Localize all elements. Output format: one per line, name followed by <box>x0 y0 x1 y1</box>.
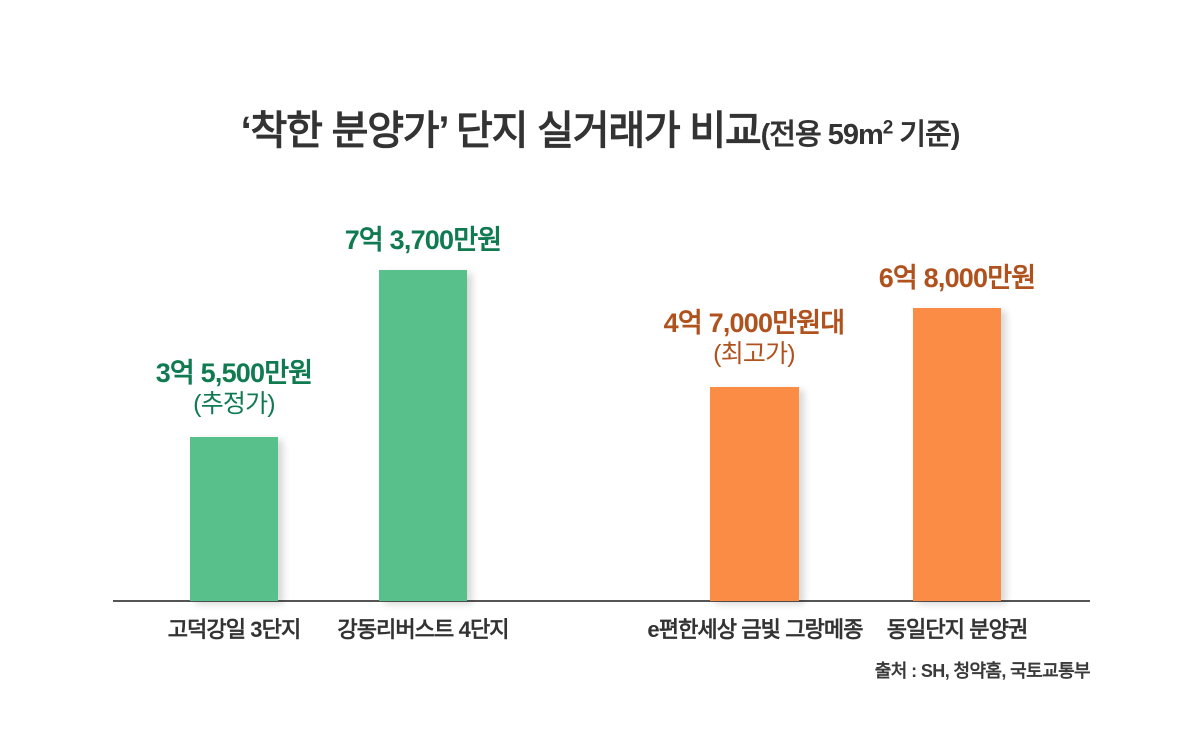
category-label-3: 동일단지 분양권 <box>886 617 1028 642</box>
category-label-0: 고덕강일 3단지 <box>167 617 301 642</box>
bar-value-amount-0: 3억 5,500만원 <box>155 358 313 388</box>
source-attribution: 출처 : SH, 청약홈, 국토교통부 <box>874 661 1091 681</box>
bar-1 <box>379 270 467 601</box>
bar-value-label-0: 3억 5,500만원 (추정가) <box>100 358 368 419</box>
title-sub-prefix: (전용 59m <box>760 119 884 151</box>
bar-value-label-3: 6억 8,000만원 <box>823 263 1091 295</box>
bar-value-label-2: 4억 7,000만원대 (최고가) <box>620 308 888 369</box>
bar-3 <box>913 308 1001 601</box>
page-title: ‘착한 분양가’ 단지 실거래가 비교(전용 59m2 기준) <box>0 98 1200 156</box>
bar-value-amount-3: 6억 8,000만원 <box>878 263 1036 293</box>
category-label-1: 강동리버스트 4단지 <box>337 617 509 642</box>
title-subtext: (전용 59m2 기준) <box>760 117 961 151</box>
bar-value-label-1: 7억 3,700만원 <box>289 225 557 257</box>
bar-value-amount-2: 4억 7,000만원대 <box>663 308 845 338</box>
bar-value-amount-1: 7억 3,700만원 <box>344 225 502 255</box>
title-sub-suffix: 기준) <box>892 119 960 151</box>
title-sub-superscript: 2 <box>882 117 894 139</box>
title-main-text: ‘착한 분양가’ 단지 실거래가 비교 <box>240 109 762 153</box>
bar-2 <box>710 387 799 601</box>
bar-value-note-0: (추정가) <box>193 389 275 418</box>
category-label-2: e편한세상 금빛 그랑메종 <box>647 617 863 642</box>
axis-baseline <box>113 600 1090 602</box>
bar-0 <box>190 437 278 601</box>
bar-value-note-2: (최고가) <box>713 339 795 368</box>
